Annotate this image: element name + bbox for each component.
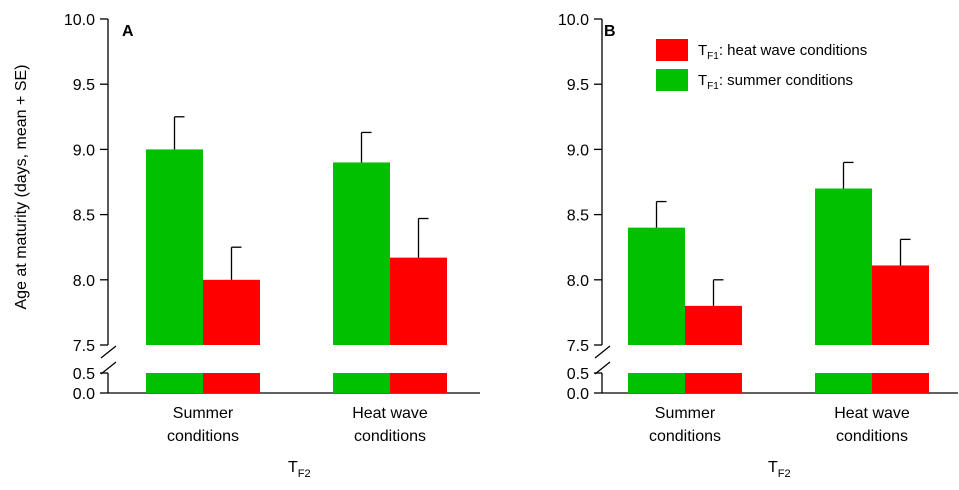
panel-b-cat-1-line1: Heat wave [834, 405, 910, 422]
panel-a-bar-lower-s0-c0 [146, 373, 203, 393]
panel-a-y-tick-label: 9.0 [73, 142, 95, 159]
panel-b-bar-lower-s0-c0 [628, 373, 685, 393]
panel-a-y-tick-label: 10.0 [64, 12, 95, 29]
panel-b-cat-1-line2: conditions [836, 428, 908, 445]
panel-a-y-tick-label: 9.5 [73, 77, 95, 94]
panel-a-y-tick-label-lower: 0.0 [73, 386, 95, 403]
legend-label-heat: TF1: heat wave conditions [698, 42, 867, 62]
panel-a-bar-lower-s0-c1 [333, 373, 390, 393]
legend-swatch-summer [656, 69, 688, 91]
y-axis-label: Age at maturity (days, mean + SE) [13, 65, 30, 310]
panel-b-y-tick-label: 8.0 [567, 273, 589, 290]
panel-b-y-ticks-lower: 0.00.5 [567, 366, 602, 403]
panel-a-bar-s0-c0 [146, 149, 203, 345]
panel-a-cat-1-line2: conditions [354, 428, 426, 445]
legend-swatch-heat [656, 39, 688, 61]
panel-b-axis-break-mark-2 [594, 361, 611, 375]
legend-heat-sub: F1 [707, 51, 719, 62]
panel-b-y-tick-label-lower: 0.5 [567, 366, 589, 383]
legend-summer-sub: F1 [707, 81, 719, 92]
panel-b-bar-s0-c0 [628, 227, 685, 345]
panel-b-y-tick-label: 9.0 [567, 142, 589, 159]
panel-a-axis-break-mark [100, 345, 117, 359]
panel-b-label: B [604, 23, 616, 40]
legend-summer-text: : summer conditions [719, 72, 853, 89]
panel-a: A 7.58.08.59.09.510.0 0.00.5 Summer cond… [64, 12, 480, 480]
legend-summer-prefix: T [698, 72, 707, 89]
panel-b-y-tick-label: 8.5 [567, 208, 589, 225]
panel-b-axis-break-mark [594, 345, 611, 359]
panel-b-cat-0-line1: Summer [655, 405, 716, 422]
panel-a-cat-1-line1: Heat wave [352, 405, 428, 422]
legend-heat-text: : heat wave conditions [719, 42, 867, 59]
legend-label-summer: TF1: summer conditions [698, 72, 853, 92]
panel-a-bar-s0-c1 [333, 162, 390, 345]
legend-heat-prefix: T [698, 42, 707, 59]
panel-b-bar-lower-s1-c0 [685, 373, 742, 393]
panel-b-y-tick-label-lower: 0.0 [567, 386, 589, 403]
panel-a-bar-s1-c0 [203, 279, 260, 345]
panel-a-bar-s1-c1 [390, 257, 447, 345]
panel-a-label: A [122, 23, 134, 40]
panel-a-y-ticks-lower: 0.00.5 [73, 366, 108, 403]
panel-b-y-tick-label: 9.5 [567, 77, 589, 94]
panel-b-y-ticks: 7.5 8.0 8.5 9.0 9.5 10.0 [558, 12, 602, 355]
panel-a-y-tick-label: 8.5 [73, 208, 95, 225]
panel-b-bars [628, 161, 929, 393]
panel-a-bar-lower-s1-c0 [203, 373, 260, 393]
panel-b-bar-s0-c1 [815, 188, 872, 345]
panel-b-bar-lower-s1-c1 [872, 373, 929, 393]
panel-a-bars [146, 116, 447, 393]
panel-a-cat-0-line2: conditions [167, 428, 239, 445]
panel-a-axis-break-mark-2 [100, 361, 117, 375]
panel-a-x-axis-label-main: T [288, 459, 298, 476]
panel-a-y-ticks: 7.5 8.0 8.5 9.0 9.5 10.0 [64, 12, 108, 355]
panel-b-bar-s1-c0 [685, 305, 742, 345]
panel-b-bar-s1-c1 [872, 265, 929, 345]
panel-a-bar-lower-s1-c1 [390, 373, 447, 393]
panel-a-y-tick-label: 7.5 [73, 338, 95, 355]
panel-a-y-tick-label-lower: 0.5 [73, 366, 95, 383]
panel-b-cat-0-line2: conditions [649, 428, 721, 445]
panel-a-x-axis-label-sub: F2 [298, 468, 311, 480]
panel-b-y-tick-label: 7.5 [567, 338, 589, 355]
panel-b-x-axis-label: TF2 [768, 459, 791, 480]
panel-a-y-tick-label: 8.0 [73, 273, 95, 290]
panel-a-cat-0-line1: Summer [173, 405, 234, 422]
panel-b: B 7.58.08.59.09.510.0 0.00.5 TF1: heat w… [558, 12, 958, 480]
panel-b-x-axis-label-main: T [768, 459, 778, 476]
panel-b-x-axis-label-sub: F2 [778, 468, 791, 480]
panel-b-bar-lower-s0-c1 [815, 373, 872, 393]
panel-b-y-tick-label: 10.0 [558, 12, 589, 29]
legend: TF1: heat wave conditions TF1: summer co… [656, 39, 867, 92]
panel-a-x-axis-label: TF2 [288, 459, 311, 480]
